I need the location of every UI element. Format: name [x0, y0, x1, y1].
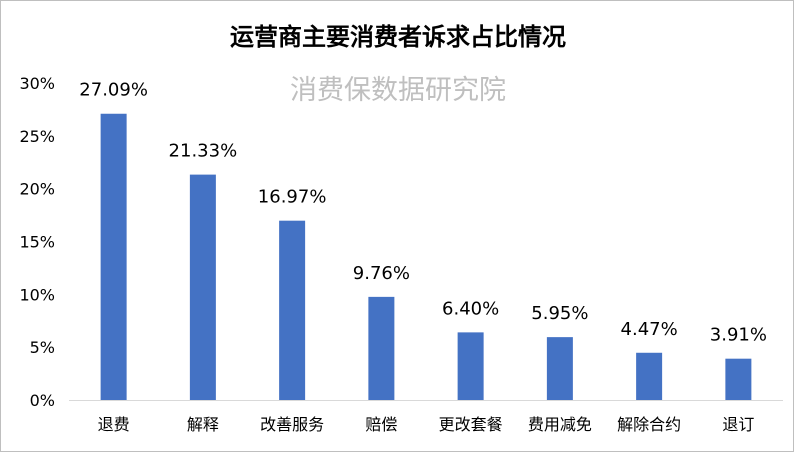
x-tick-label: 赔偿: [365, 415, 397, 434]
y-tick-label: 20%: [19, 180, 55, 199]
y-tick-label: 15%: [19, 233, 55, 252]
bar: [189, 174, 216, 400]
x-tick-label: 解除合约: [617, 415, 681, 434]
y-axis: 0% 5% 10% 15% 20% 25% 30%: [19, 74, 55, 410]
data-label: 9.76%: [353, 263, 410, 284]
data-labels-group: 27.09% 21.33% 16.97% 9.76% 6.40% 5.95% 4.47% 3.…: [79, 80, 767, 346]
bars-group: [100, 113, 752, 401]
data-label: 6.40%: [442, 298, 499, 319]
y-tick-label: 30%: [19, 74, 55, 93]
data-label: 5.95%: [531, 303, 588, 324]
bar: [368, 296, 395, 400]
data-label: 27.09%: [79, 80, 148, 101]
x-axis: 退费 解释 改善服务 赔偿 更改套餐 费用减免 解除合约 退订: [69, 400, 783, 434]
bar: [279, 220, 306, 400]
y-tick-label: 5%: [30, 338, 55, 357]
x-tick-label: 改善服务: [260, 415, 324, 434]
x-tick-label: 更改套餐: [439, 415, 503, 434]
bar: [546, 337, 573, 400]
data-label: 4.47%: [621, 319, 678, 340]
x-tick-label: 退费: [98, 415, 130, 434]
bar: [457, 332, 484, 400]
data-label: 16.97%: [258, 187, 327, 208]
watermark-text: 消费保数据研究院: [290, 75, 506, 106]
y-tick-label: 10%: [19, 285, 55, 304]
y-tick-label: 0%: [30, 391, 55, 410]
data-label: 3.91%: [710, 325, 767, 346]
x-tick-label: 费用减免: [528, 415, 592, 434]
x-tick-label: 退订: [722, 415, 754, 434]
y-tick-label: 25%: [19, 127, 55, 146]
bar: [725, 358, 752, 400]
chart-title: 运营商主要消费者诉求占比情况: [230, 23, 566, 51]
bar: [636, 352, 663, 400]
bar: [100, 113, 127, 401]
x-tick-label: 解释: [187, 415, 219, 434]
data-label: 21.33%: [169, 141, 238, 162]
